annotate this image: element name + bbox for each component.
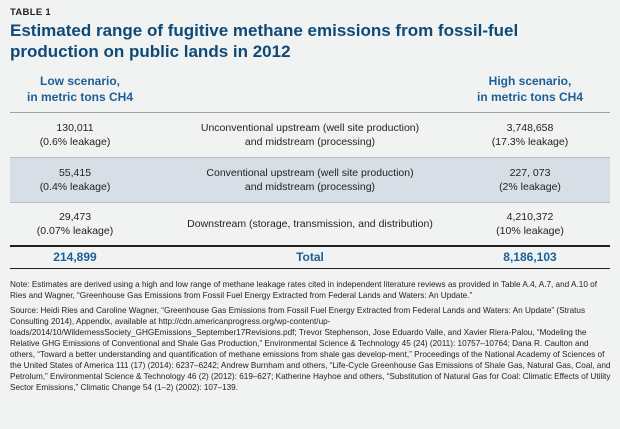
- high-value: 227, 073: [509, 167, 551, 179]
- high-leakage: (17.3% leakage): [491, 136, 569, 148]
- high-cell: 227, 073 (2% leakage): [450, 166, 610, 194]
- table-note: Note: Estimates are derived using a high…: [10, 280, 597, 300]
- high-leakage: (10% leakage): [496, 225, 564, 237]
- total-divider: [10, 245, 610, 247]
- table-row: 130,011 (0.6% leakage) Unconventional up…: [10, 113, 610, 157]
- low-leakage: (0.6% leakage): [39, 136, 111, 148]
- high-header-line2: in metric tons CH4: [476, 90, 584, 104]
- high-header-line1: High scenario,: [488, 74, 572, 88]
- high-leakage: (2% leakage): [499, 181, 561, 193]
- high-value: 4,210,372: [506, 211, 554, 223]
- low-cell: 55,415 (0.4% leakage): [10, 166, 140, 194]
- header-divider: [10, 112, 610, 113]
- row-divider: [10, 157, 610, 158]
- description-line2: and midstream (processing): [244, 136, 376, 148]
- row-divider: [10, 202, 610, 203]
- description-cell: Conventional upstream (well site product…: [160, 166, 460, 194]
- description-cell: Unconventional upstream (well site produ…: [160, 121, 460, 149]
- total-bottom-rule: [10, 268, 610, 269]
- table-source: Source: Heidi Ries and Caroline Wagner, …: [10, 306, 611, 392]
- low-header-line1: Low scenario,: [39, 74, 121, 88]
- table-row: 29,473 (0.07% leakage) Downstream (stora…: [10, 203, 610, 245]
- low-value: 55,415: [58, 167, 92, 179]
- low-cell: 130,011 (0.6% leakage): [10, 121, 140, 149]
- total-low-value: 214,899: [53, 250, 97, 264]
- low-cell: 29,473 (0.07% leakage): [10, 210, 140, 238]
- low-value: 130,011: [56, 122, 94, 134]
- total-label: Total: [296, 250, 324, 264]
- total-row: 214,899 Total 8,186,103: [10, 247, 610, 267]
- low-leakage: (0.4% leakage): [39, 181, 111, 193]
- description-line1: Conventional upstream (well site product…: [206, 167, 414, 179]
- description-line2: and midstream (processing): [244, 181, 376, 193]
- low-leakage: (0.07% leakage): [36, 225, 114, 237]
- table-row: 55,415 (0.4% leakage) Conventional upstr…: [10, 158, 610, 202]
- table-title: Estimated range of fugitive methane emis…: [10, 21, 519, 61]
- low-value: 29,473: [58, 211, 92, 223]
- description-line1: Downstream (storage, transmission, and d…: [187, 218, 433, 230]
- table-label: TABLE 1: [10, 7, 51, 18]
- high-scenario-header: High scenario, in metric tons CH4: [450, 73, 610, 105]
- total-high-value: 8,186,103: [503, 250, 557, 264]
- description-line1: Unconventional upstream (well site produ…: [200, 122, 420, 134]
- high-cell: 3,748,658 (17.3% leakage): [450, 121, 610, 149]
- high-cell: 4,210,372 (10% leakage): [450, 210, 610, 238]
- description-cell: Downstream (storage, transmission, and d…: [160, 217, 460, 231]
- high-value: 3,748,658: [506, 122, 554, 134]
- low-header-line2: in metric tons CH4: [26, 90, 134, 104]
- low-scenario-header: Low scenario, in metric tons CH4: [0, 73, 160, 105]
